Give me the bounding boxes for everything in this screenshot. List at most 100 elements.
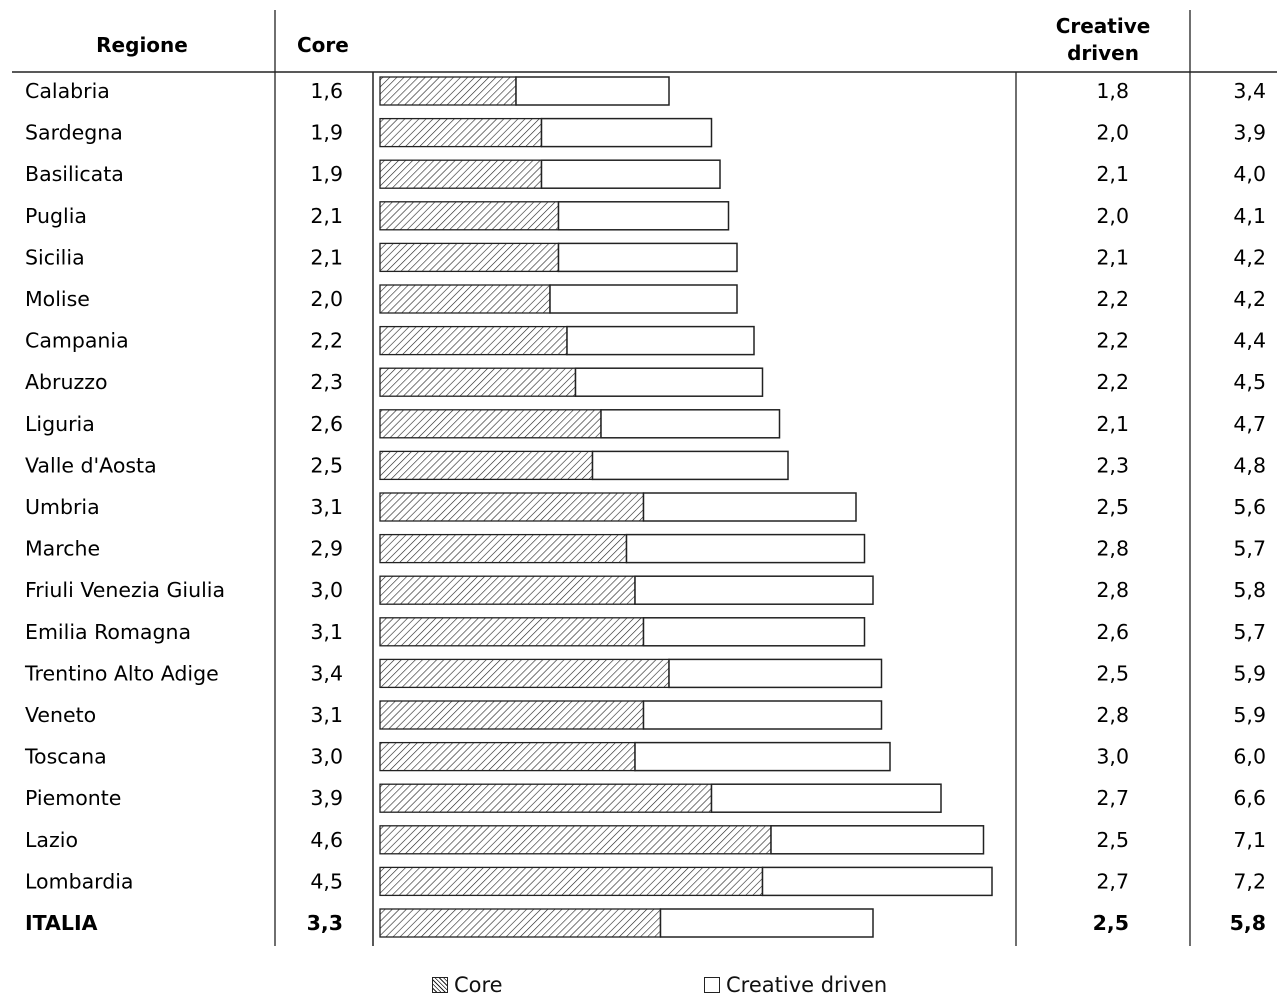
header-regione: Regione [96, 33, 188, 57]
legend-core: Core [432, 973, 503, 997]
region-label: Toscana [24, 745, 107, 769]
creative-value-label: 2,0 [1096, 121, 1129, 145]
core-value-label: 4,5 [310, 869, 343, 893]
total-value-label: 5,7 [1233, 537, 1266, 561]
creative-value-label: 2,1 [1096, 245, 1129, 269]
bar-core [379, 617, 645, 647]
core-value-label: 2,2 [310, 329, 343, 353]
bar-core [379, 866, 764, 897]
region-label: Marche [25, 537, 100, 561]
creative-value-label: 2,7 [1096, 869, 1129, 893]
region-label: Liguria [25, 412, 95, 436]
bar-creative [540, 159, 721, 189]
total-value-label: 4,8 [1233, 453, 1266, 477]
bar-creative [668, 658, 883, 689]
region-label: Friuli Venezia Giulia [25, 578, 225, 602]
bar-core [379, 575, 636, 605]
core-value-label: 3,1 [310, 620, 343, 644]
core-value-label: 2,0 [310, 287, 343, 311]
bar-core [379, 658, 670, 689]
bar-core [379, 783, 713, 813]
core-value-label: 3,3 [307, 911, 343, 935]
total-value-label: 5,7 [1233, 620, 1266, 644]
core-value-label: 3,1 [310, 495, 343, 519]
core-value-label: 3,9 [310, 786, 343, 810]
bar-creative [549, 284, 738, 314]
creative-value-label: 2,2 [1096, 287, 1129, 311]
bar-creative [591, 450, 789, 481]
header-core: Core [297, 33, 349, 57]
legend-creative-swatch [704, 977, 720, 993]
bar-core [379, 325, 568, 356]
core-value-label: 3,1 [310, 703, 343, 727]
bar-creative [515, 76, 670, 106]
region-label: Trentino Alto Adige [24, 661, 219, 685]
creative-value-label: 2,2 [1096, 370, 1129, 394]
core-value-label: 2,1 [310, 245, 343, 269]
region-label: Emilia Romagna [25, 620, 191, 644]
region-label: ITALIA [25, 911, 98, 935]
creative-value-label: 2,8 [1096, 578, 1129, 602]
region-label: Valle d'Aosta [25, 453, 157, 477]
total-value-label: 7,1 [1233, 828, 1266, 852]
total-value-label: 4,4 [1233, 329, 1266, 353]
creative-value-label: 2,8 [1096, 537, 1129, 561]
header-creative-line2: driven [1067, 41, 1139, 65]
creative-value-label: 2,2 [1096, 329, 1129, 353]
creative-value-label: 2,6 [1096, 620, 1129, 644]
region-label: Puglia [25, 204, 87, 228]
total-value-label: 5,9 [1233, 661, 1266, 685]
bar-core [379, 825, 772, 855]
chart-rows: Calabria 1,6 1,8 3,4 Sardegna 1,9 2,0 3,9 Basili… [24, 76, 1266, 938]
core-value-label: 2,9 [310, 537, 343, 561]
bar-creative [634, 575, 874, 605]
bar-core [379, 492, 645, 522]
bar-core [379, 908, 662, 938]
bar-creative [642, 700, 883, 730]
region-label: Sicilia [25, 245, 85, 269]
total-value-label: 4,1 [1233, 204, 1266, 228]
bar-creative [634, 741, 891, 772]
total-value-label: 5,8 [1230, 911, 1266, 935]
region-label: Lombardia [25, 869, 134, 893]
bar-creative [710, 783, 942, 813]
region-label: Piemonte [25, 786, 121, 810]
region-label: Campania [25, 329, 129, 353]
creative-value-label: 2,5 [1093, 911, 1129, 935]
total-value-label: 6,0 [1233, 745, 1266, 769]
bar-creative [642, 492, 857, 522]
bar-creative [557, 242, 738, 273]
bar-core [379, 159, 543, 189]
region-label: Calabria [25, 79, 110, 103]
region-label: Molise [25, 287, 90, 311]
total-value-label: 7,2 [1233, 869, 1266, 893]
core-value-label: 1,6 [310, 79, 343, 103]
total-value-label: 4,0 [1233, 162, 1266, 186]
creative-value-label: 2,1 [1096, 162, 1129, 186]
creative-value-label: 2,1 [1096, 412, 1129, 436]
bar-core [379, 117, 543, 148]
legend-core-swatch [432, 977, 448, 993]
legend-core-label: Core [454, 973, 503, 997]
creative-value-label: 3,0 [1096, 745, 1129, 769]
bar-core [379, 242, 560, 273]
core-value-label: 3,0 [310, 578, 343, 602]
creative-value-label: 2,5 [1096, 661, 1129, 685]
core-value-label: 2,6 [310, 412, 343, 436]
bar-core [379, 409, 602, 439]
bar-core [379, 284, 551, 314]
bar-creative [659, 908, 874, 938]
region-label: Umbria [25, 495, 100, 519]
region-label: Basilicata [25, 162, 124, 186]
region-label: Sardegna [25, 121, 123, 145]
header-creative-line1: Creative [1056, 14, 1151, 38]
core-value-label: 4,6 [310, 828, 343, 852]
bar-creative [770, 825, 985, 855]
bar-core [379, 533, 628, 564]
creative-value-label: 2,8 [1096, 703, 1129, 727]
legend-creative: Creative driven [704, 973, 887, 997]
bar-core [379, 700, 645, 730]
bar-creative [574, 367, 764, 397]
bar-creative [642, 617, 866, 647]
total-value-label: 3,9 [1233, 121, 1266, 145]
